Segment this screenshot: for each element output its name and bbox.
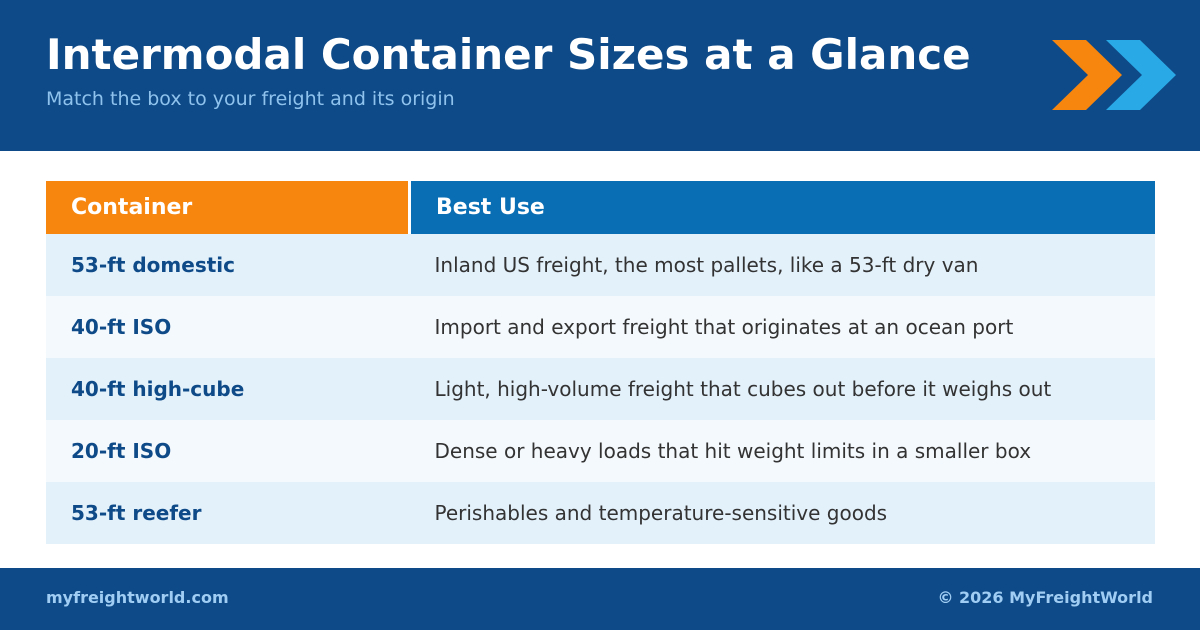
container-name: 53-ft reefer [46, 482, 410, 544]
best-use: Light, high-volume freight that cubes ou… [409, 358, 1155, 420]
column-header: Best Use [409, 181, 1155, 234]
container-name: 20-ft ISO [46, 420, 410, 482]
header: Intermodal Container Sizes at a Glance M… [0, 0, 1200, 151]
container-name: 40-ft high-cube [46, 358, 410, 420]
container-name: 53-ft domestic [46, 234, 410, 296]
footer: myfreightworld.com © 2026 MyFreightWorld [0, 568, 1200, 630]
footer-copyright: © 2026 MyFreightWorld [937, 588, 1153, 607]
best-use: Dense or heavy loads that hit weight lim… [409, 420, 1155, 482]
table-row: 53-ft reefer Perishables and temperature-… [46, 482, 1155, 544]
table-row: 20-ft ISO Dense or heavy loads that hit w… [46, 420, 1155, 482]
container-name: 40-ft ISO [46, 296, 410, 358]
footer-site: myfreightworld.com [46, 588, 229, 607]
subtitle: Match the box to your freight and its or… [46, 88, 455, 110]
table-row: 40-ft ISO Import and export freight that … [46, 296, 1155, 358]
best-use: Inland US freight, the most pallets, lik… [409, 234, 1155, 296]
column-header: Container [46, 181, 411, 234]
logo [1052, 40, 1176, 110]
title: Intermodal Container Sizes at a Glance [46, 30, 971, 79]
header-row: Container Best Use [46, 181, 1155, 234]
best-use: Perishables and temperature-sensitive go… [409, 482, 1155, 544]
table: Container Best Use 53-ft domestic Inland U… [46, 181, 1155, 544]
table-row: 53-ft domestic Inland US freight, the mos… [46, 234, 1155, 296]
table-row: 40-ft high-cube Light, high-volume freigh… [46, 358, 1155, 420]
best-use: Import and export freight that originate… [409, 296, 1155, 358]
